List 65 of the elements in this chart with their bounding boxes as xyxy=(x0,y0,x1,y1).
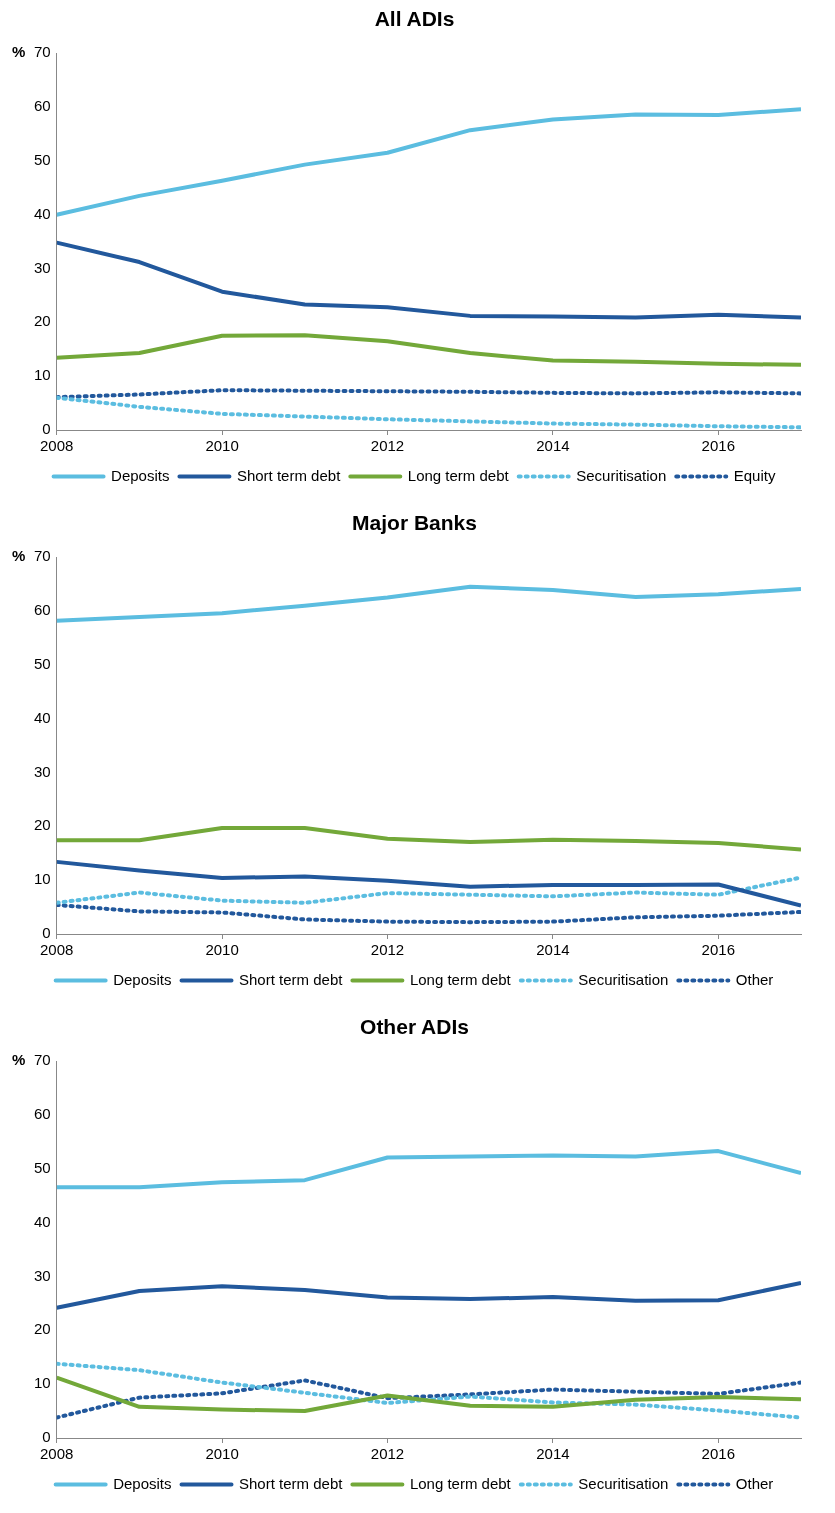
y-tick-label: 0 xyxy=(42,924,51,942)
line-series xyxy=(56,1361,801,1420)
y-tick-label: 60 xyxy=(34,1105,51,1123)
y-axis-title: % xyxy=(12,547,26,565)
y-tick-label: 40 xyxy=(34,204,51,222)
y-tick-label: 30 xyxy=(34,1266,51,1284)
y-tick-label: 70 xyxy=(34,1051,51,1069)
y-tick-label: 40 xyxy=(34,1212,51,1230)
line-series xyxy=(56,902,801,925)
legend-label: Short term debt xyxy=(236,466,342,484)
legend-label: Short term debt xyxy=(239,970,344,988)
x-tick-label: 2016 xyxy=(701,941,735,959)
x-tick-label: 2008 xyxy=(40,941,74,959)
y-tick-label: 60 xyxy=(34,97,51,115)
legend-label: Long term debt xyxy=(409,1474,512,1492)
x-tick-label: 2014 xyxy=(536,437,570,455)
chart-title: Other ADIs xyxy=(360,1015,469,1039)
x-tick-label: 2014 xyxy=(536,1445,570,1463)
x-tick-label: 2016 xyxy=(701,437,735,455)
y-tick-label: 70 xyxy=(34,43,51,61)
x-tick-label: 2014 xyxy=(536,941,570,959)
legend-label: Securitisation xyxy=(578,1474,669,1492)
legend-label: Other xyxy=(735,1474,774,1492)
y-tick-label: 60 xyxy=(34,601,51,619)
y-axis-title: % xyxy=(12,1051,26,1069)
legend-label: Securitisation xyxy=(578,970,669,988)
legend-label: Short term debt xyxy=(239,1474,344,1492)
legend-label: Securitisation xyxy=(576,466,667,484)
line-series xyxy=(56,388,801,400)
chart-title: Major Banks xyxy=(352,511,477,535)
line-series xyxy=(56,1378,801,1420)
y-tick-label: 30 xyxy=(34,762,51,780)
y-tick-label: 10 xyxy=(34,366,51,384)
y-tick-label: 10 xyxy=(34,870,51,888)
chart-title: All ADIs xyxy=(374,7,455,31)
x-tick-label: 2010 xyxy=(205,1445,239,1463)
y-tick-label: 50 xyxy=(34,1159,51,1176)
y-tick-label: 20 xyxy=(34,816,51,834)
x-tick-label: 2010 xyxy=(205,941,239,959)
x-tick-label: 2008 xyxy=(40,1445,74,1463)
y-tick-label: 20 xyxy=(34,1320,51,1338)
y-tick-label: 0 xyxy=(42,420,51,438)
legend-label: Deposits xyxy=(113,970,172,988)
x-tick-label: 2008 xyxy=(40,437,74,455)
legend-label: Long term debt xyxy=(409,970,512,988)
line-series xyxy=(56,875,801,905)
x-tick-label: 2012 xyxy=(370,1445,405,1463)
legend-label: Deposits xyxy=(113,1474,172,1492)
x-tick-label: 2010 xyxy=(205,437,239,455)
x-tick-label: 2012 xyxy=(370,941,405,959)
legend-label: Equity xyxy=(733,466,776,484)
y-tick-label: 50 xyxy=(34,151,51,168)
x-tick-label: 2012 xyxy=(370,437,405,455)
y-axis-title: % xyxy=(12,43,26,61)
y-tick-label: 20 xyxy=(34,312,51,330)
legend-label: Deposits xyxy=(111,466,170,484)
y-tick-label: 70 xyxy=(34,547,51,565)
legend-label: Other xyxy=(735,970,774,988)
y-tick-label: 10 xyxy=(34,1374,51,1392)
x-tick-label: 2016 xyxy=(701,1445,735,1463)
y-tick-label: 50 xyxy=(34,655,51,672)
y-tick-label: 0 xyxy=(42,1428,51,1446)
y-tick-label: 40 xyxy=(34,708,51,726)
legend-label: Long term debt xyxy=(407,466,510,484)
y-tick-label: 30 xyxy=(34,258,51,276)
